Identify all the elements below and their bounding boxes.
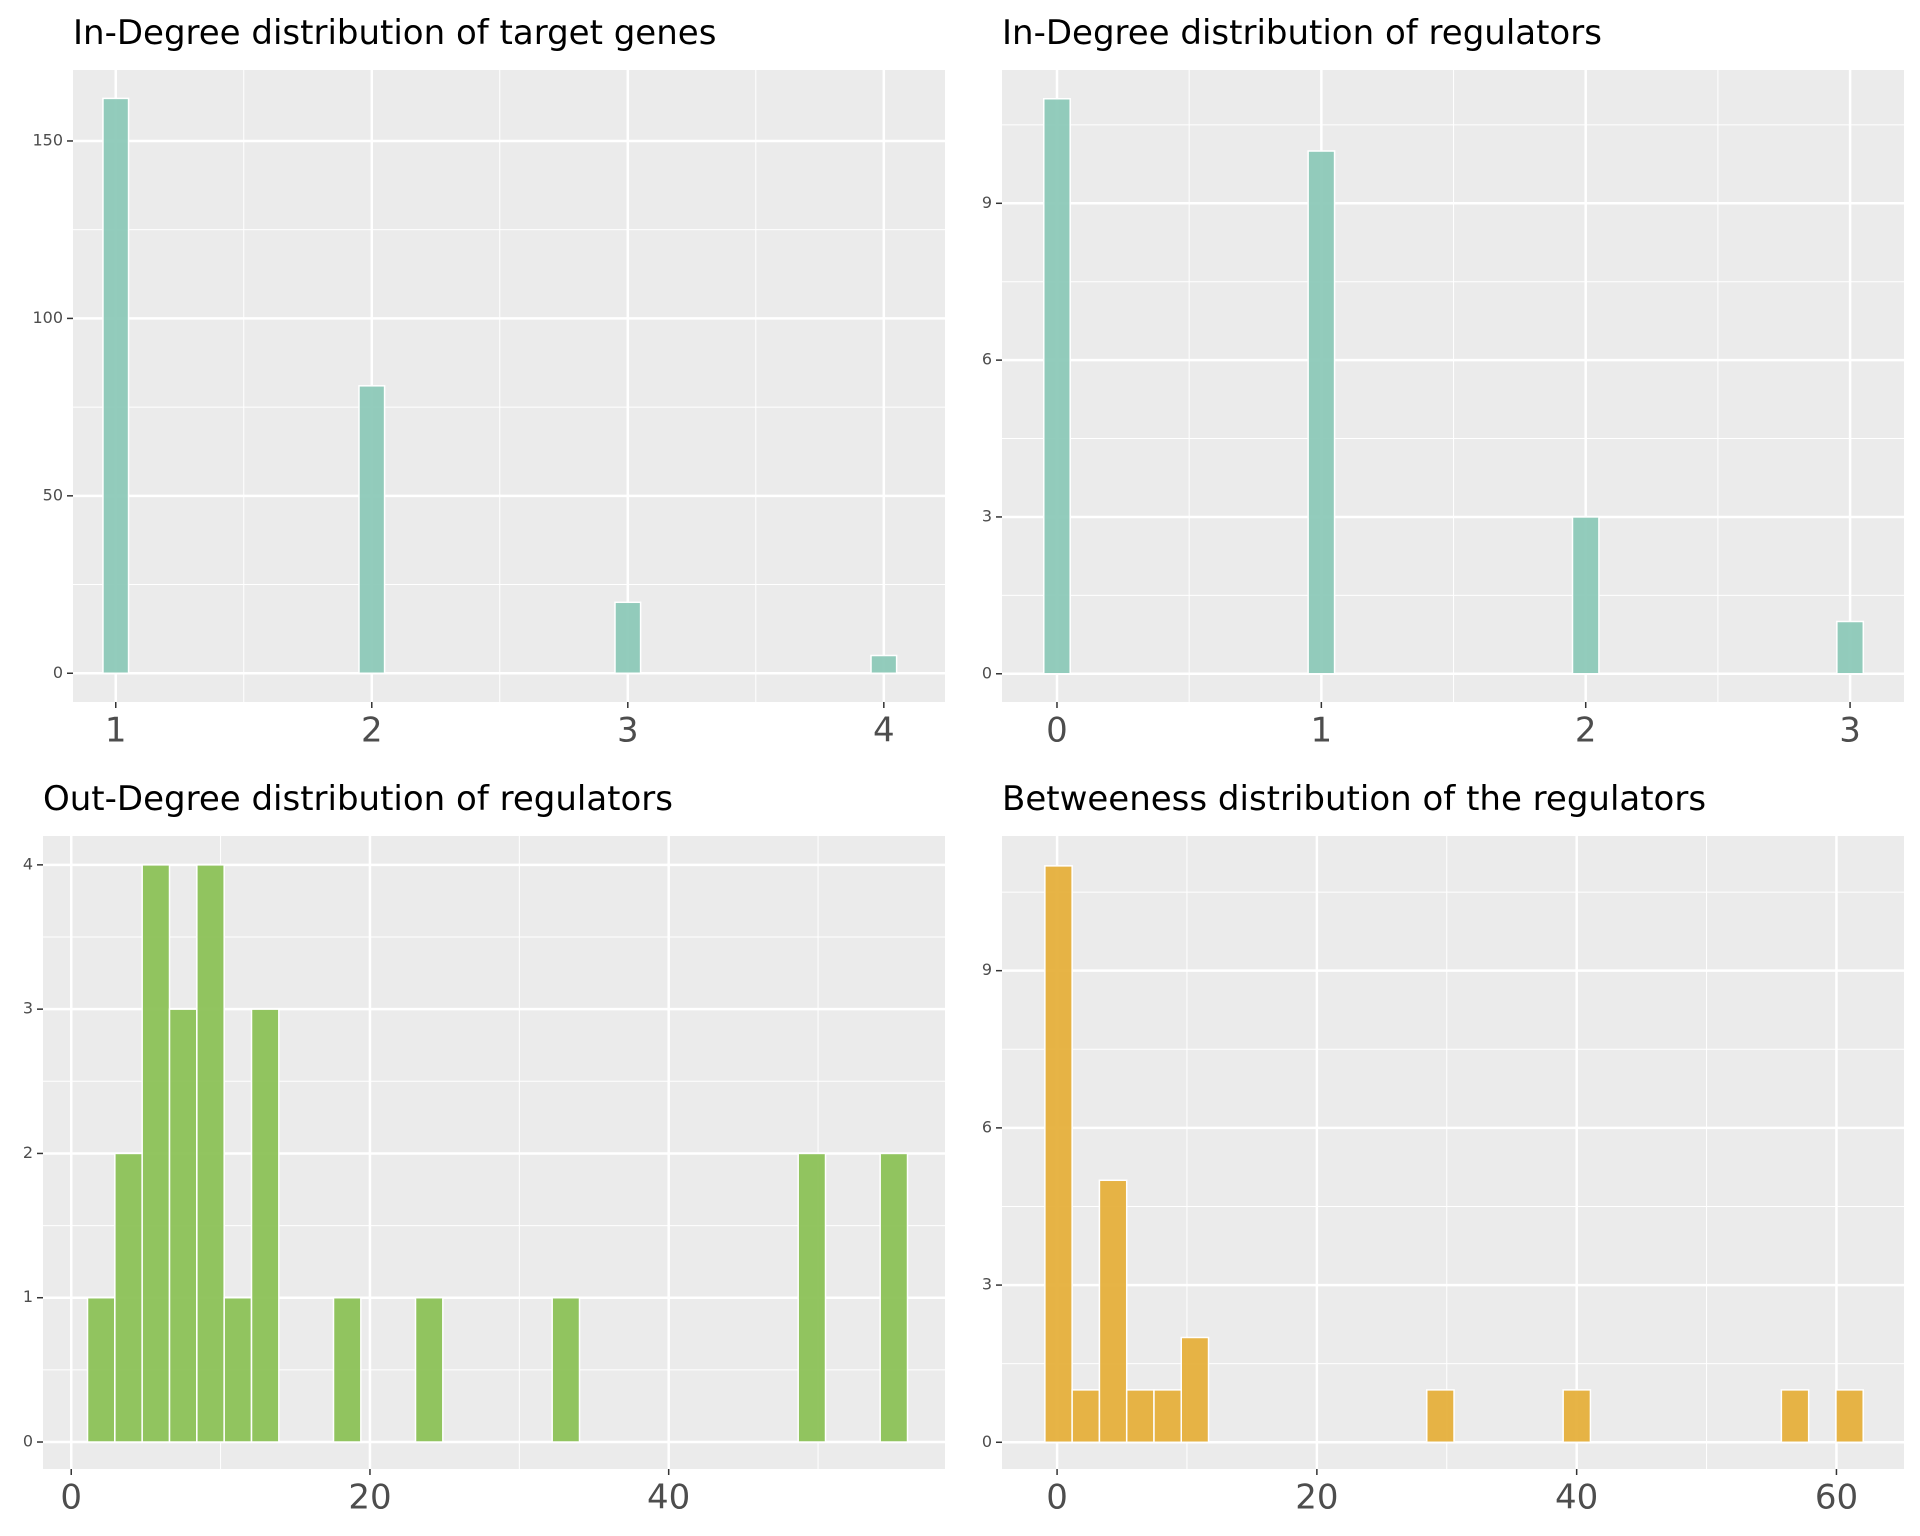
x-tick-label: 20 (1295, 1478, 1338, 1518)
chart-title: Out-Degree distribution of regulators (43, 779, 673, 819)
x-tick-label: 1 (1311, 711, 1333, 751)
y-tick-label: 0 (53, 663, 63, 682)
y-tick-label: 3 (982, 1275, 992, 1294)
chart-title: In-Degree distribution of regulators (1002, 13, 1602, 53)
bar (614, 601, 642, 675)
bar (1426, 1389, 1455, 1444)
bar (141, 864, 171, 1443)
x-tick-label: 0 (60, 1478, 82, 1518)
panel-background (1002, 836, 1904, 1469)
bar (1780, 1389, 1810, 1444)
x-tick-label: 4 (873, 711, 895, 751)
y-tick-label: 4 (23, 854, 33, 873)
y-tick-label: 100 (32, 308, 63, 327)
x-tick-label: 1 (105, 711, 127, 751)
bar (223, 1296, 253, 1443)
x-tick-label: 0 (1046, 711, 1068, 751)
bar (1071, 1389, 1101, 1444)
bar (358, 385, 386, 675)
bar (332, 1296, 362, 1443)
y-tick-label: 3 (982, 506, 992, 525)
x-tick-label: 40 (647, 1478, 690, 1518)
x-tick-label: 0 (1046, 1478, 1068, 1518)
x-tick-label: 60 (1815, 1478, 1858, 1518)
chart-title: Betweeness distribution of the regulator… (1002, 779, 1706, 819)
y-tick-label: 6 (982, 350, 992, 369)
x-tick-label: 2 (1575, 711, 1597, 751)
bar (1835, 1389, 1864, 1444)
y-tick-label: 0 (982, 1432, 992, 1451)
y-tick-label: 0 (982, 663, 992, 682)
bar (551, 1296, 581, 1443)
x-tick-label: 20 (348, 1478, 391, 1518)
y-tick-label: 2 (23, 1143, 33, 1162)
bar (168, 1008, 198, 1443)
y-tick-label: 0 (23, 1432, 33, 1451)
y-tick-label: 9 (982, 193, 992, 212)
bar (1562, 1389, 1592, 1444)
bar (250, 1008, 280, 1443)
y-tick-label: 6 (982, 1117, 992, 1136)
bar (879, 1152, 909, 1443)
bar (1836, 620, 1865, 675)
panel-background (1002, 70, 1904, 702)
x-tick-label: 40 (1555, 1478, 1598, 1518)
bar (870, 654, 898, 675)
chart-title: In-Degree distribution of target genes (73, 13, 716, 53)
y-tick-label: 1 (23, 1287, 33, 1306)
bar (414, 1296, 444, 1443)
bar (102, 97, 130, 675)
y-tick-label: 150 (32, 130, 63, 149)
bar (1098, 1179, 1128, 1444)
y-tick-label: 9 (982, 960, 992, 979)
bar (1153, 1389, 1183, 1444)
bar (86, 1296, 116, 1443)
y-tick-label: 50 (43, 485, 63, 504)
bar (1043, 98, 1071, 675)
bar (1125, 1389, 1155, 1444)
bar (1180, 1336, 1210, 1444)
bar (1307, 150, 1336, 675)
panel-background (73, 70, 945, 702)
x-tick-label: 3 (617, 711, 639, 751)
y-tick-label: 3 (23, 999, 33, 1018)
x-tick-label: 2 (361, 711, 383, 751)
bar (1044, 865, 1073, 1444)
bar (196, 864, 225, 1443)
bar (114, 1152, 143, 1443)
bar (797, 1152, 827, 1443)
bar (1571, 516, 1600, 675)
x-tick-label: 3 (1839, 711, 1861, 751)
